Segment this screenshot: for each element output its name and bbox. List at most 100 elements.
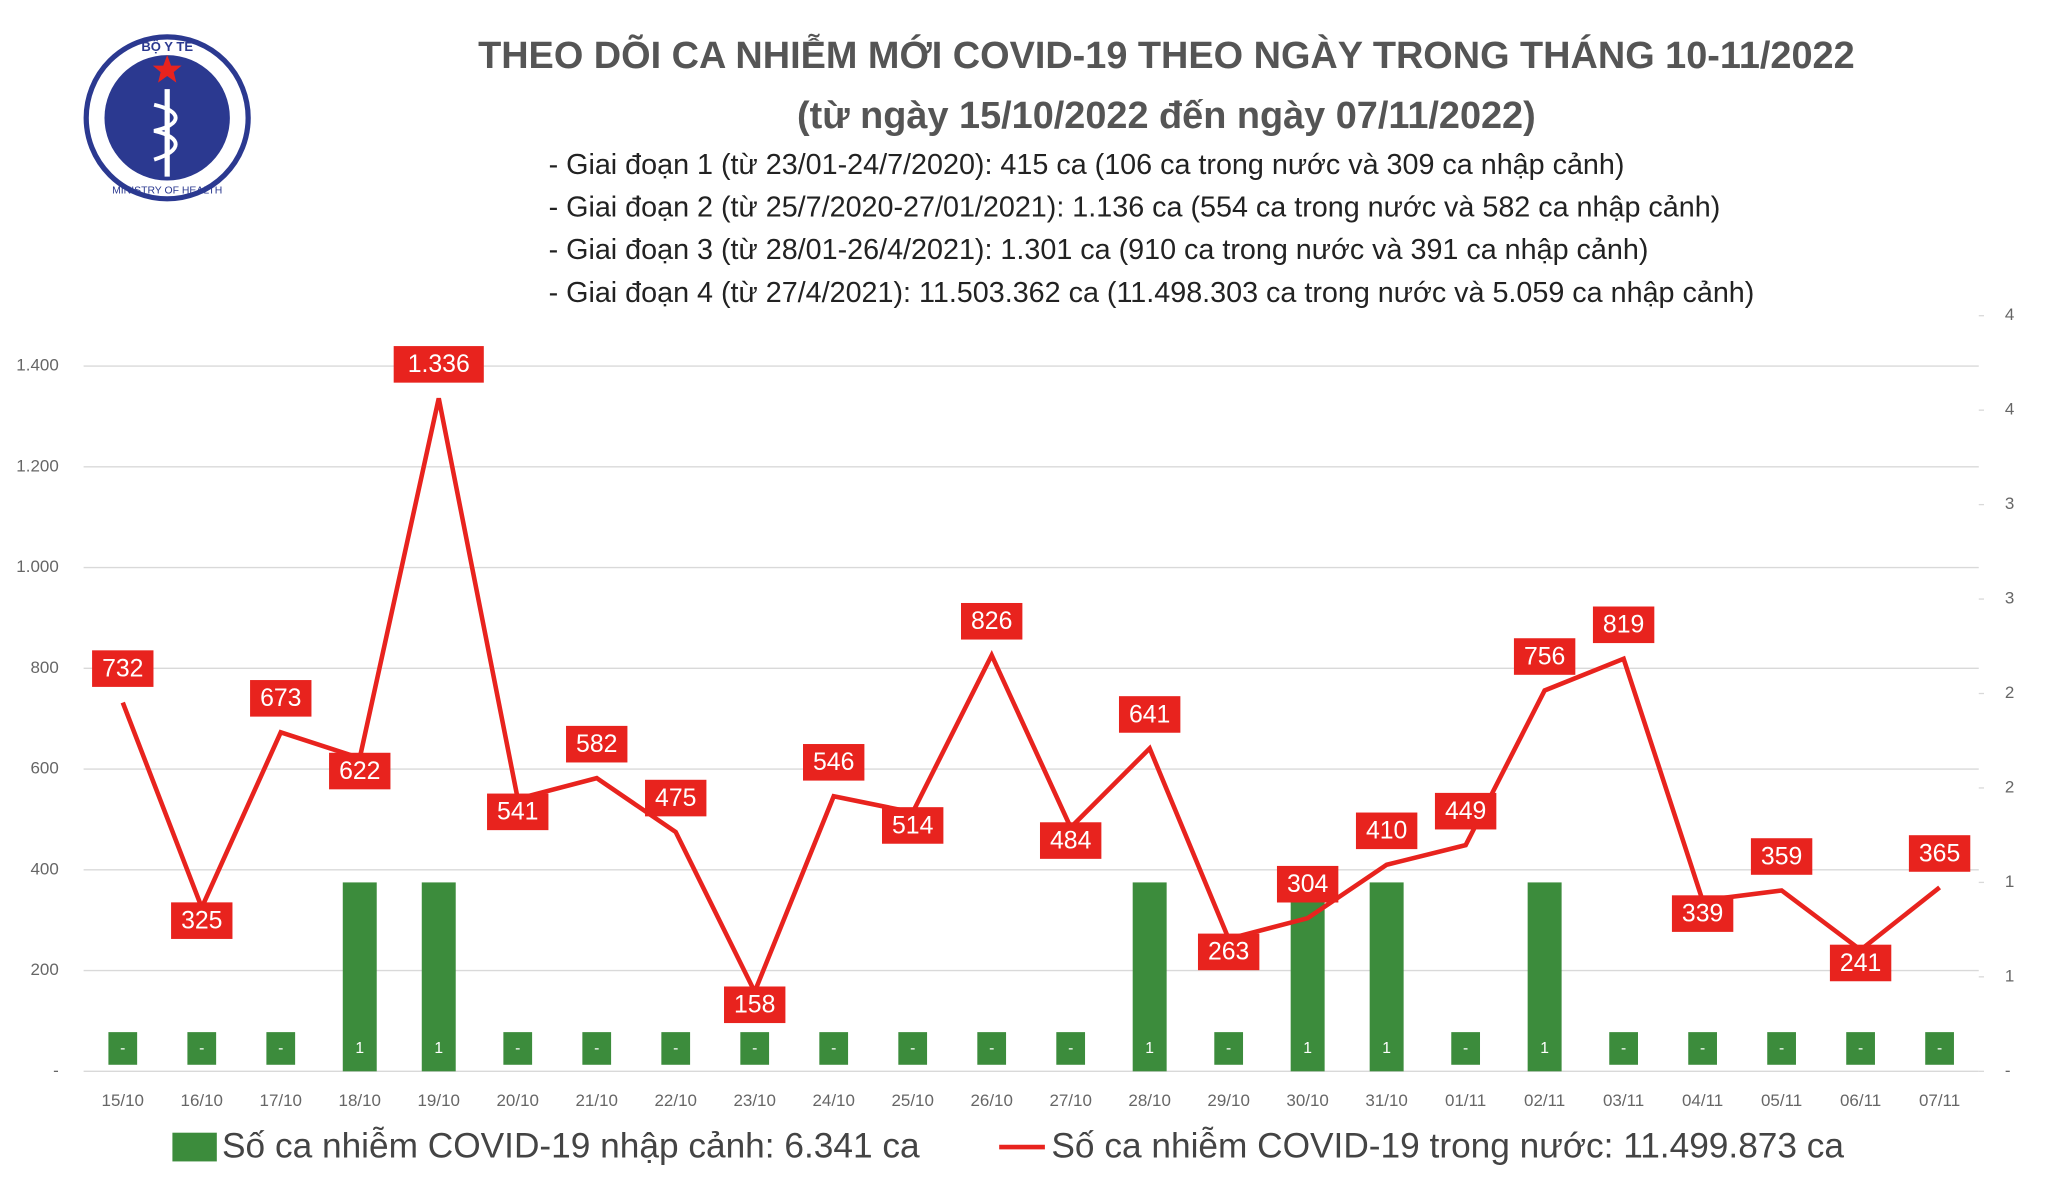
line-value-label: 241 bbox=[1840, 950, 1881, 977]
bar-value-label: - bbox=[199, 1040, 204, 1057]
x-tick-label: 02/11 bbox=[1524, 1091, 1565, 1110]
bar bbox=[1132, 882, 1167, 1072]
value-label-box bbox=[1355, 812, 1418, 850]
line-value-label: 304 bbox=[1287, 871, 1329, 898]
bar bbox=[342, 882, 377, 1072]
x-tick-label: 24/10 bbox=[812, 1091, 854, 1110]
value-label-box bbox=[1214, 1032, 1244, 1065]
value-label-box bbox=[487, 793, 549, 831]
value-label-box bbox=[1276, 865, 1339, 903]
y-tick-label: 600 bbox=[30, 759, 58, 778]
x-tick-label: 22/10 bbox=[654, 1091, 696, 1110]
bar-value-label: 1 bbox=[355, 1040, 364, 1057]
value-label-box bbox=[960, 602, 1023, 640]
bar-value-label: - bbox=[989, 1040, 994, 1057]
x-tick-label: 21/10 bbox=[575, 1091, 617, 1110]
bar-value-label: - bbox=[1621, 1040, 1626, 1057]
x-tick-label: 18/10 bbox=[339, 1091, 381, 1110]
value-label-box bbox=[1451, 1032, 1481, 1065]
logo-snake bbox=[153, 102, 178, 162]
y-tick-label: 800 bbox=[30, 658, 58, 677]
line-value-label: 484 bbox=[1050, 827, 1092, 854]
bar-value-label: - bbox=[1700, 1040, 1705, 1057]
y2-tick-label: - bbox=[2005, 1061, 2011, 1080]
value-label-box bbox=[329, 752, 391, 790]
y2-tick-label: 2 bbox=[2005, 777, 2014, 796]
value-label-box bbox=[566, 725, 628, 763]
bar-value-label: 1 bbox=[1540, 1040, 1549, 1057]
value-label-box bbox=[1039, 822, 1102, 859]
x-tick-label: 05/11 bbox=[1761, 1091, 1802, 1110]
x-tick-label: 31/10 bbox=[1365, 1091, 1407, 1110]
value-label-box bbox=[582, 1032, 612, 1065]
logo-top-text: BỘ Y TẾ bbox=[141, 39, 193, 54]
bar-value-label: - bbox=[1226, 1040, 1231, 1057]
legend-label: Số ca nhiễm COVID-19 nhập cảnh: 6.341 ca bbox=[222, 1127, 920, 1166]
bar bbox=[1527, 882, 1562, 1072]
line-value-label: 1.336 bbox=[408, 351, 470, 378]
value-label-box bbox=[1846, 1032, 1875, 1065]
value-label-box bbox=[92, 650, 154, 687]
bar-value-label: - bbox=[673, 1040, 678, 1057]
value-label-box bbox=[266, 1032, 296, 1065]
x-tick-label: 15/10 bbox=[102, 1091, 144, 1110]
value-label-box bbox=[1118, 696, 1181, 733]
line-value-label: 819 bbox=[1603, 612, 1644, 639]
bar-value-label: 1 bbox=[434, 1040, 443, 1057]
value-label-box bbox=[1056, 1032, 1086, 1065]
bar bbox=[421, 882, 456, 1072]
bar-value-label: - bbox=[831, 1040, 836, 1057]
line-value-label: 826 bbox=[971, 608, 1012, 635]
bar-value-label: - bbox=[752, 1040, 757, 1057]
y2-tick-label: 4 bbox=[2005, 400, 2014, 419]
value-label-box bbox=[803, 744, 865, 781]
bar-value-label: - bbox=[515, 1040, 520, 1057]
value-label-box bbox=[661, 1032, 691, 1065]
bar-value-label: - bbox=[594, 1040, 599, 1057]
y-tick-label: 1.400 bbox=[16, 356, 58, 375]
bar bbox=[1369, 882, 1404, 1072]
y-tick-label: 200 bbox=[30, 960, 58, 979]
logo: BỘ Y TẾ MINISTRY OF HEALTH bbox=[83, 34, 251, 202]
value-label-box bbox=[108, 1032, 138, 1065]
y-tick-label: 1.000 bbox=[16, 557, 58, 576]
line-value-label: 582 bbox=[576, 731, 617, 758]
line-value-label: 359 bbox=[1761, 843, 1802, 870]
value-label-box bbox=[819, 1032, 849, 1065]
value-label-box bbox=[1609, 1032, 1638, 1065]
note: - Giai đoạn 2 (từ 25/7/2020-27/01/2021):… bbox=[549, 191, 1721, 223]
line-value-label: 263 bbox=[1208, 939, 1249, 966]
x-tick-label: 27/10 bbox=[1049, 1091, 1091, 1110]
value-label-box bbox=[898, 1032, 928, 1065]
notes: - Giai đoạn 1 (từ 23/01-24/7/2020): 415 … bbox=[549, 149, 1755, 309]
line-value-label: 756 bbox=[1524, 643, 1565, 670]
x-tick-label: 16/10 bbox=[181, 1091, 223, 1110]
bar-value-label: - bbox=[1463, 1040, 1468, 1057]
x-tick-label: 26/10 bbox=[970, 1091, 1012, 1110]
x-tick-label: 23/10 bbox=[733, 1091, 775, 1110]
bar-value-label: 1 bbox=[1145, 1040, 1154, 1057]
value-label-box bbox=[1688, 1032, 1717, 1065]
value-label-box bbox=[187, 1032, 217, 1065]
line-value-label: 546 bbox=[813, 749, 854, 776]
bar-value-label: - bbox=[1779, 1040, 1784, 1057]
value-label-box bbox=[1671, 895, 1734, 932]
line-value-label: 325 bbox=[181, 908, 222, 935]
value-label-box bbox=[503, 1032, 533, 1065]
line-value-label: 541 bbox=[497, 799, 538, 826]
line-value-label: 449 bbox=[1445, 798, 1486, 825]
x-tick-label: 07/11 bbox=[1919, 1091, 1960, 1110]
x-tick-label: 19/10 bbox=[418, 1091, 460, 1110]
bar-value-label: - bbox=[120, 1040, 125, 1057]
line-value-label: 158 bbox=[734, 992, 775, 1019]
legend-swatch bbox=[172, 1132, 217, 1162]
logo-bottom-text: MINISTRY OF HEALTH bbox=[112, 186, 222, 197]
x-tick-label: 03/11 bbox=[1603, 1091, 1644, 1110]
line-value-label: 365 bbox=[1919, 840, 1960, 867]
bar-value-label: - bbox=[1858, 1040, 1863, 1057]
y-tick-label: - bbox=[53, 1061, 59, 1080]
value-label-box bbox=[1829, 944, 1892, 982]
